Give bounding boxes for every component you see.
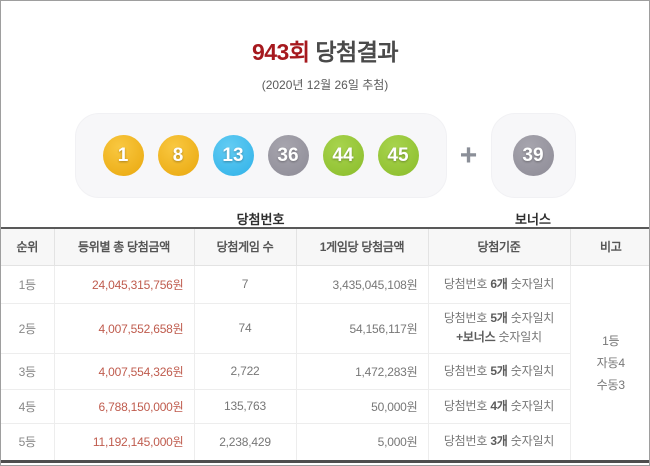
- total-prize-cell: 4,007,554,326원: [53, 352, 195, 390]
- title-block: 943회 당첨결과 (2020년 12월 26일 추첨): [1, 1, 649, 93]
- column-header: 1게임당 당첨금액: [295, 228, 429, 266]
- column-header: 당첨기준: [427, 228, 571, 266]
- column-header: 등위별 총 당첨금액: [53, 228, 195, 266]
- per-game-prize-cell: 3,435,045,108원: [295, 264, 429, 304]
- rank-cell: 1등: [1, 264, 55, 304]
- winning-games-cell: 135,763: [193, 388, 297, 424]
- total-prize-cell: 4,007,552,658원: [53, 302, 195, 354]
- total-prize-cell: 6,788,150,000원: [53, 388, 195, 424]
- rank-cell: 4등: [1, 388, 55, 424]
- rank-cell: 2등: [1, 302, 55, 354]
- table-row: 5등 11,192,145,000원 2,238,429 5,000원 당첨번호 3개 …: [1, 422, 649, 463]
- table-row: 2등 4,007,552,658원 74 54,156,117원 당첨번호 5개 숫자일…: [1, 302, 649, 354]
- criteria-cell: 당첨번호 6개 숫자일치: [427, 264, 571, 304]
- criteria-cell: 당첨번호 4개 숫자일치: [427, 388, 570, 424]
- column-header: 비고: [569, 228, 649, 266]
- criteria-cell: 당첨번호 5개 숫자일치 +보너스 숫자일치: [427, 302, 570, 354]
- table-row: 4등 6,788,150,000원 135,763 50,000원 당첨번호 4개 숫자…: [1, 388, 649, 424]
- column-header: 순위: [1, 228, 55, 266]
- per-game-prize-cell: 1,472,283원: [295, 352, 429, 390]
- plus-icon: +: [459, 138, 478, 172]
- table-row: 1등 24,045,315,756원 7 3,435,045,108원 당첨번호 6개 …: [1, 264, 649, 462]
- main-numbers-box: 1 8 13 36 44 45: [74, 113, 447, 198]
- lotto-ball-1: 1: [102, 135, 144, 176]
- winning-games-cell: 2,238,429: [193, 422, 297, 463]
- per-game-prize-cell: 5,000원: [295, 422, 429, 463]
- page-title-suffix: 당첨결과: [309, 39, 399, 65]
- lotto-ball-36: 36: [267, 135, 309, 176]
- total-prize-cell: 24,045,315,756원: [53, 264, 195, 304]
- winning-games-cell: 2,722: [193, 352, 297, 390]
- remark-cell: 1등 자동4 수동3: [569, 264, 649, 462]
- prize-table: 순위 등위별 총 당첨금액 당첨게임 수 1게임당 당첨금액 당첨기준 비고 1등 24,0…: [1, 227, 649, 463]
- draw-round: 943회: [251, 39, 310, 65]
- page-title: 943회 당첨결과: [1, 33, 649, 67]
- main-numbers-group: 1 8 13 36 44 45 당첨번호: [74, 113, 447, 228]
- criteria-cell: 당첨번호 3개 숫자일치: [427, 422, 570, 463]
- winning-numbers-section: 1 8 13 36 44 45 당첨번호 + 39 보너스: [1, 113, 649, 228]
- rank-cell: 3등: [1, 352, 55, 390]
- criteria-cell: 당첨번호 5개 숫자일치: [427, 352, 570, 390]
- lotto-ball-45: 45: [377, 135, 419, 176]
- bonus-number-box: 39: [490, 113, 576, 198]
- lotto-ball-13: 13: [212, 135, 254, 176]
- lotto-ball-44: 44: [322, 135, 364, 176]
- per-game-prize-cell: 50,000원: [295, 388, 429, 424]
- winning-numbers-label: 당첨번호: [236, 212, 285, 227]
- lotto-ball-8: 8: [157, 135, 199, 176]
- bonus-number-group: 39 보너스: [490, 113, 576, 228]
- per-game-prize-cell: 54,156,117원: [295, 302, 429, 354]
- winning-games-cell: 74: [193, 302, 297, 354]
- rank-cell: 5등: [1, 422, 55, 463]
- bonus-label: 보너스: [515, 212, 551, 227]
- lotto-ball-39: 39: [512, 135, 554, 176]
- winning-games-cell: 7: [193, 264, 297, 304]
- draw-date-subtitle: (2020년 12월 26일 추첨): [261, 78, 389, 92]
- prize-table-wrapper: 순위 등위별 총 당첨금액 당첨게임 수 1게임당 당첨금액 당첨기준 비고 1등 24,0…: [1, 227, 649, 463]
- table-header-row: 순위 등위별 총 당첨금액 당첨게임 수 1게임당 당첨금액 당첨기준 비고: [1, 228, 649, 266]
- total-prize-cell: 11,192,145,000원: [53, 422, 195, 463]
- table-row: 3등 4,007,554,326원 2,722 1,472,283원 당첨번호 5개 숫…: [1, 352, 649, 390]
- column-header: 당첨게임 수: [193, 228, 297, 266]
